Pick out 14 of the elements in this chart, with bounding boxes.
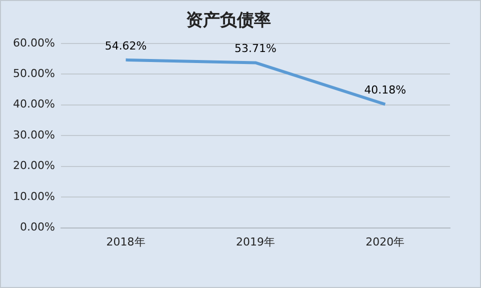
chart-title: 资产负债率 — [186, 10, 271, 31]
data-label: 40.18% — [364, 84, 406, 97]
y-tick-label: 50.00% — [12, 66, 55, 80]
x-tick-label: 2019年 — [236, 235, 275, 248]
y-tick-label: 10.00% — [12, 190, 55, 203]
y-tick-label: 0.00% — [20, 220, 55, 234]
y-tick-label: 30.00% — [12, 128, 55, 142]
y-tick-label: 40.00% — [12, 98, 55, 111]
y-tick-label: 20.00% — [12, 159, 55, 172]
data-label: 54.62% — [104, 39, 147, 52]
data-label: 53.71% — [234, 42, 276, 56]
x-tick-label: 2018年 — [106, 235, 146, 248]
x-tick-label: 2020年 — [366, 235, 405, 248]
y-tick-label: 60.00% — [12, 36, 55, 50]
